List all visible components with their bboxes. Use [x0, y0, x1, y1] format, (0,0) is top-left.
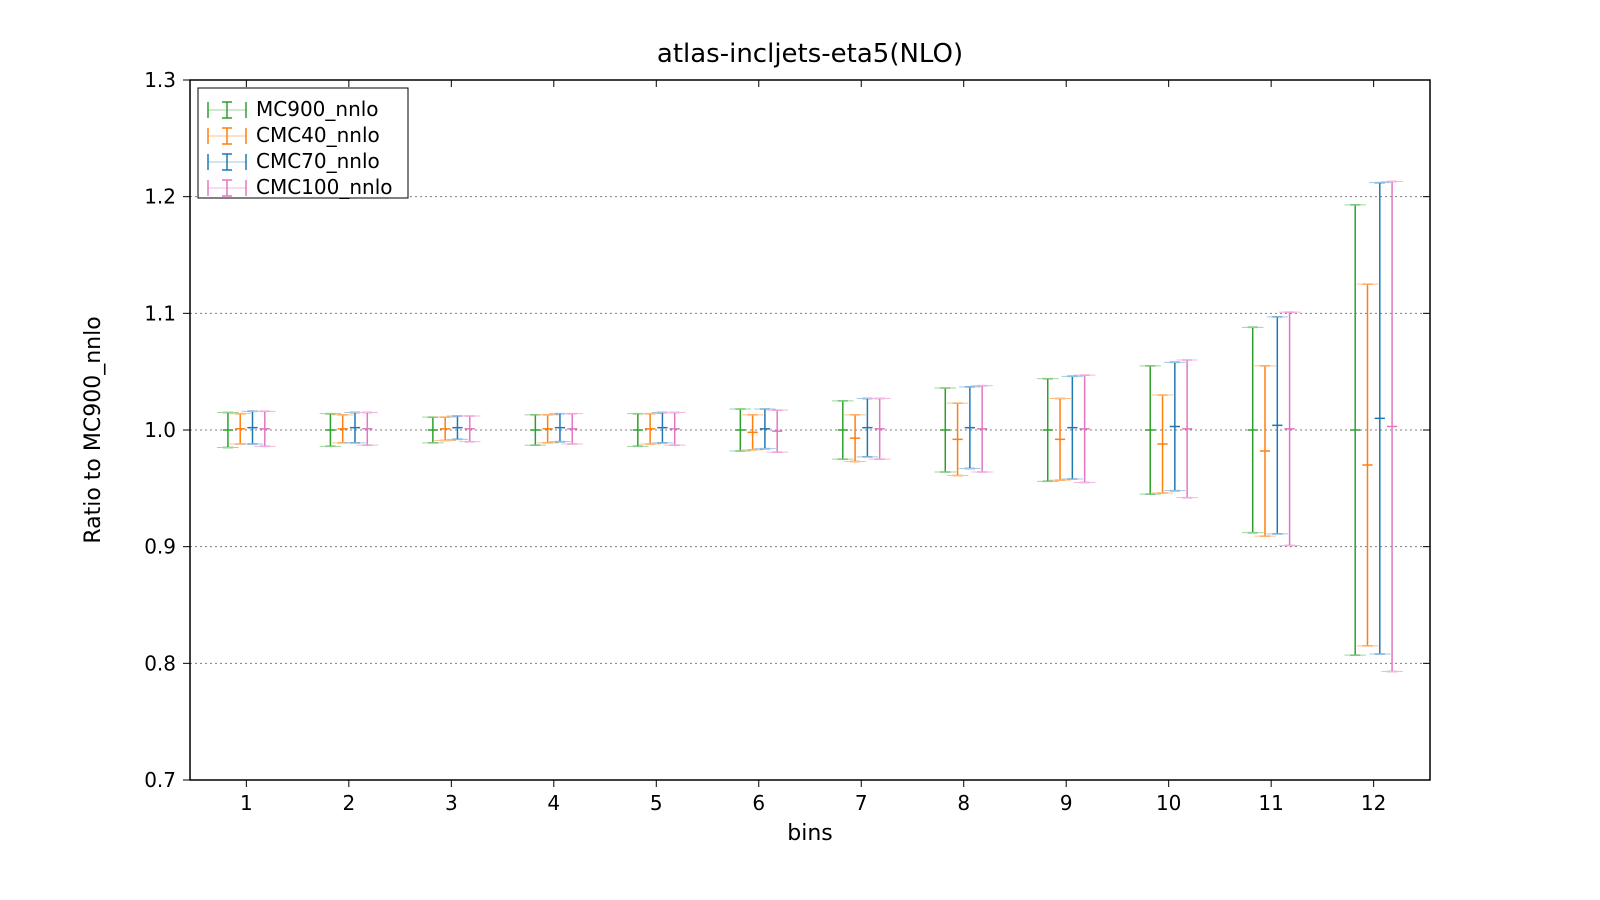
- ytick-label: 0.7: [144, 768, 176, 792]
- chart-svg: 1234567891011120.70.80.91.01.11.21.3bins…: [0, 0, 1600, 900]
- xtick-label: 7: [855, 791, 868, 815]
- xtick-label: 10: [1156, 791, 1181, 815]
- legend-label: CMC100_nnlo: [256, 175, 393, 199]
- ylabel: Ratio to MC900_nnlo: [81, 316, 106, 543]
- xtick-label: 3: [445, 791, 458, 815]
- ytick-label: 1.0: [144, 418, 176, 442]
- xtick-label: 11: [1258, 791, 1283, 815]
- xlabel: bins: [787, 821, 832, 846]
- xtick-label: 5: [650, 791, 663, 815]
- xtick-label: 2: [342, 791, 355, 815]
- ytick-label: 1.3: [144, 68, 176, 92]
- legend-label: MC900_nnlo: [256, 97, 379, 121]
- xtick-label: 6: [752, 791, 765, 815]
- xtick-label: 9: [1060, 791, 1073, 815]
- errorbar-chart: 1234567891011120.70.80.91.01.11.21.3bins…: [0, 0, 1600, 900]
- ytick-label: 1.1: [144, 301, 176, 325]
- xtick-label: 1: [240, 791, 253, 815]
- legend-label: CMC70_nnlo: [256, 149, 380, 173]
- ytick-label: 1.2: [144, 185, 176, 209]
- legend-label: CMC40_nnlo: [256, 123, 380, 147]
- ytick-label: 0.8: [144, 651, 176, 675]
- xtick-label: 12: [1361, 791, 1386, 815]
- xtick-label: 4: [547, 791, 560, 815]
- xtick-label: 8: [957, 791, 970, 815]
- ytick-label: 0.9: [144, 535, 176, 559]
- chart-title: atlas-incljets-eta5(NLO): [657, 39, 963, 69]
